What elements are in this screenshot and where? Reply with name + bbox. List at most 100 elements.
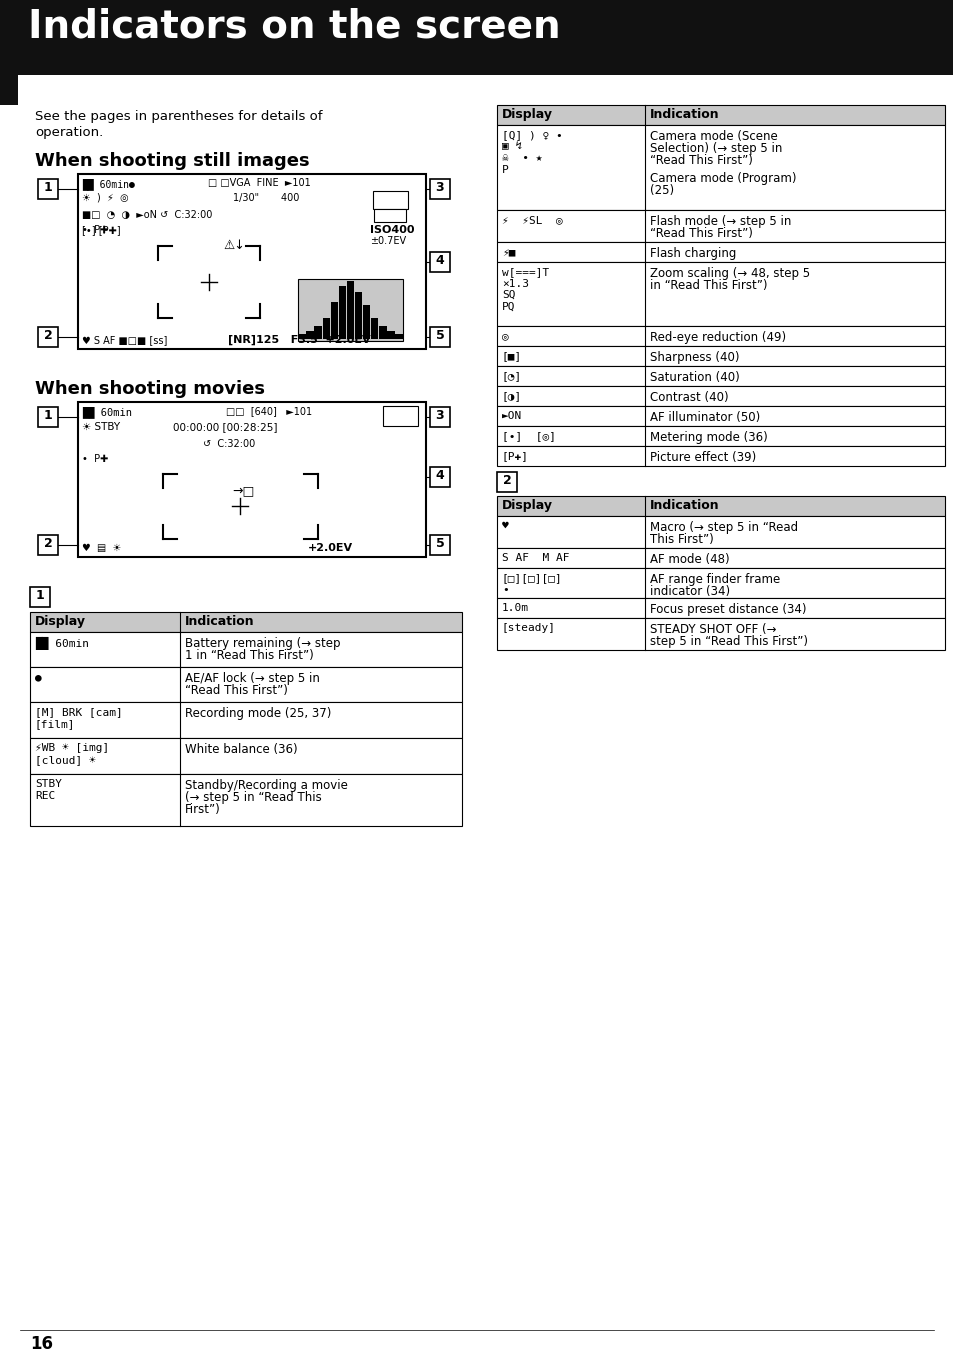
Bar: [78, 174, 426, 349]
Bar: [78, 402, 426, 556]
Text: [Q] ) ♀ •
▣ ↯
☠  • ★
P: [Q] ) ♀ • ▣ ↯ ☠ • ★ P: [501, 130, 562, 175]
Text: 2: 2: [502, 474, 511, 487]
Bar: [497, 385, 944, 406]
Bar: [346, 281, 354, 339]
Text: [NR]125   F3.5  +2.0EV: [NR]125 F3.5 +2.0EV: [228, 335, 370, 345]
Text: 2: 2: [44, 537, 52, 550]
Text: AF range finder frame: AF range finder frame: [649, 573, 780, 586]
Text: STBY
REC: STBY REC: [35, 779, 62, 801]
Text: Macro (→ step 5 in “Read: Macro (→ step 5 in “Read: [649, 521, 798, 535]
Bar: [387, 331, 395, 339]
Text: ██ 60min: ██ 60min: [82, 406, 132, 418]
Text: Camera mode (Scene: Camera mode (Scene: [649, 130, 777, 142]
Text: w[===]T
×1.3
SQ
PQ: w[===]T ×1.3 SQ PQ: [501, 267, 549, 312]
Bar: [497, 569, 944, 598]
Text: (→ step 5 in “Read This: (→ step 5 in “Read This: [185, 791, 321, 803]
Text: “Read This First”): “Read This First”): [649, 227, 752, 240]
Text: ♥: ♥: [501, 521, 508, 531]
Bar: [497, 406, 944, 426]
Text: ■□  ◔  ◑  ►oN ↺  C:32:00: ■□ ◔ ◑ ►oN ↺ C:32:00: [82, 210, 213, 220]
Text: step 5 in “Read This First”): step 5 in “Read This First”): [649, 635, 807, 649]
Bar: [430, 252, 450, 271]
Text: Indication: Indication: [649, 109, 719, 121]
Text: Recording mode (25, 37): Recording mode (25, 37): [185, 707, 331, 721]
Text: 3: 3: [436, 180, 444, 194]
Text: ██ 60min: ██ 60min: [35, 636, 89, 650]
Text: ⚡■: ⚡■: [501, 247, 515, 256]
Bar: [497, 516, 944, 548]
Text: Sharpness (40): Sharpness (40): [649, 351, 739, 364]
Text: Standby/Recording a movie: Standby/Recording a movie: [185, 779, 348, 792]
Bar: [298, 334, 306, 339]
Text: 5: 5: [436, 537, 444, 550]
Text: Contrast (40): Contrast (40): [649, 391, 728, 404]
Text: Picture effect (39): Picture effect (39): [649, 451, 756, 464]
Text: □□  [640]   ►101: □□ [640] ►101: [226, 406, 312, 417]
Bar: [362, 305, 370, 339]
Text: AE/AF lock (→ step 5 in: AE/AF lock (→ step 5 in: [185, 672, 319, 685]
Text: 3: 3: [436, 408, 444, 422]
Text: 1 in “Read This First”): 1 in “Read This First”): [185, 649, 314, 662]
Bar: [497, 326, 944, 346]
Text: ±0.7EV: ±0.7EV: [370, 236, 406, 246]
Bar: [297, 280, 402, 341]
Bar: [497, 104, 944, 125]
Bar: [497, 125, 944, 210]
Text: [□][□][□]
•: [□][□][□] •: [501, 573, 562, 594]
Text: +2.0EV: +2.0EV: [308, 543, 353, 554]
Text: [steady]: [steady]: [501, 623, 556, 632]
Text: [P✚]: [P✚]: [501, 451, 529, 461]
Bar: [497, 497, 944, 516]
Bar: [314, 326, 321, 339]
Text: Display: Display: [35, 615, 86, 628]
Text: “Read This First”): “Read This First”): [649, 153, 752, 167]
Text: ●: ●: [35, 672, 42, 683]
Bar: [382, 406, 417, 426]
Text: Indication: Indication: [649, 499, 719, 512]
Bar: [30, 773, 461, 826]
Bar: [430, 467, 450, 487]
Text: First”): First”): [185, 803, 220, 816]
Text: [◔]: [◔]: [501, 370, 521, 381]
Text: 1/30"       400: 1/30" 400: [233, 193, 299, 204]
Text: Red-eye reduction (49): Red-eye reduction (49): [649, 331, 785, 345]
Bar: [430, 179, 450, 199]
Text: [M] BRK [cam]
[film]: [M] BRK [cam] [film]: [35, 707, 123, 729]
Text: Saturation (40): Saturation (40): [649, 370, 739, 384]
Text: (25): (25): [649, 185, 674, 197]
Text: 16: 16: [30, 1335, 53, 1353]
Bar: [497, 366, 944, 385]
Bar: [497, 617, 944, 650]
Text: 1: 1: [35, 589, 45, 603]
Text: Focus preset distance (34): Focus preset distance (34): [649, 603, 805, 616]
Text: 1: 1: [44, 408, 52, 422]
Text: [•] [P✚]: [•] [P✚]: [82, 225, 120, 235]
Bar: [497, 346, 944, 366]
Bar: [378, 326, 386, 339]
Text: •  P✚: • P✚: [82, 225, 108, 235]
Text: “Read This First”): “Read This First”): [185, 684, 288, 697]
Text: Indication: Indication: [185, 615, 254, 628]
Text: Flash mode (→ step 5 in: Flash mode (→ step 5 in: [649, 214, 791, 228]
Text: ↺  C:32:00: ↺ C:32:00: [203, 440, 255, 449]
Text: in “Read This First”): in “Read This First”): [649, 280, 767, 292]
Text: ►ON: ►ON: [501, 411, 521, 421]
Bar: [38, 179, 58, 199]
Text: AF mode (48): AF mode (48): [649, 554, 729, 566]
Text: Display: Display: [501, 499, 553, 512]
Text: [◑]: [◑]: [501, 391, 521, 402]
Text: See the pages in parentheses for details of: See the pages in parentheses for details…: [35, 110, 322, 123]
Text: 5: 5: [436, 328, 444, 342]
Text: AF illuminator (50): AF illuminator (50): [649, 411, 760, 423]
Text: When shooting still images: When shooting still images: [35, 152, 310, 170]
Text: ⚠↓: ⚠↓: [223, 239, 245, 252]
Text: When shooting movies: When shooting movies: [35, 380, 265, 398]
Text: ⚡WB ☀ [img]
[cloud] ☀: ⚡WB ☀ [img] [cloud] ☀: [35, 744, 110, 764]
Bar: [497, 472, 517, 493]
Text: Display: Display: [501, 109, 553, 121]
Text: ♥ S AF ■□■ [ss]: ♥ S AF ■□■ [ss]: [82, 335, 167, 345]
Text: indicator (34): indicator (34): [649, 585, 729, 598]
Bar: [30, 612, 461, 632]
Text: operation.: operation.: [35, 126, 103, 138]
Bar: [30, 668, 461, 702]
